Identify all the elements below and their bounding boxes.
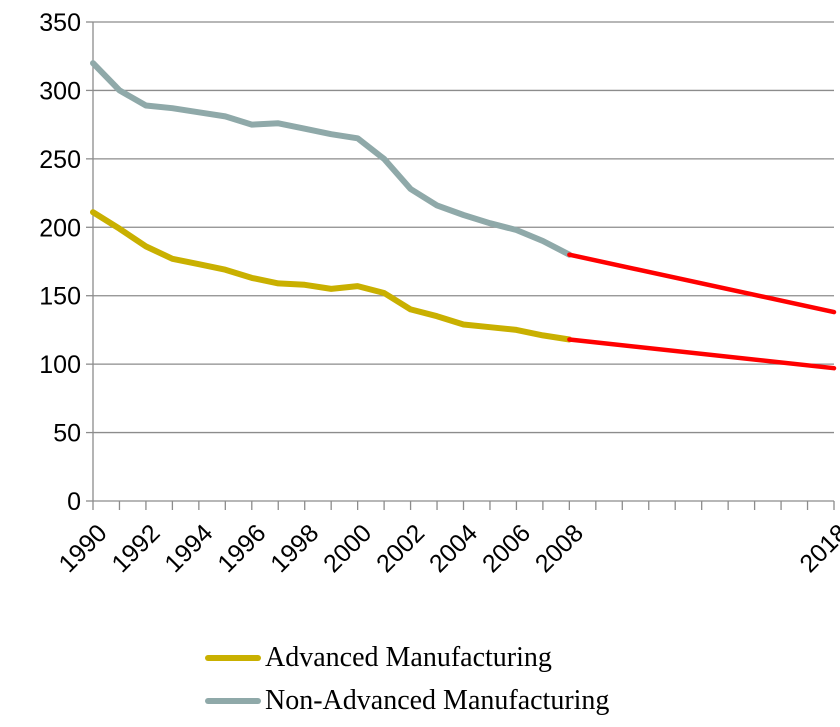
y-tick-label-200: 200 [39,214,81,242]
projection-line-1 [567,337,837,371]
x-tick-label-1996: 1996 [212,519,271,578]
y-tick-label-100: 100 [39,351,81,379]
x-tick-label-2018: 2018 [794,519,840,578]
series-line-advanced-manufacturing [90,209,573,343]
legend-label-advanced-manufacturing: Advanced Manufacturing [265,642,552,673]
x-tick-label-1992: 1992 [106,519,165,578]
legend-swatch-non-advanced-manufacturing [205,698,261,704]
x-tick-labels: 1990199219941996199820002002200420062008… [53,519,840,578]
series-lines [90,60,573,343]
legend-item-non-advanced-manufacturing: Non-Advanced Manufacturing [205,684,609,718]
y-tick-label-250: 250 [39,146,81,174]
gridlines [93,21,834,434]
y-tick-label-50: 50 [53,420,81,448]
y-tick-label-0: 0 [67,488,81,516]
x-tick-label-1998: 1998 [265,519,324,578]
y-tick-label-350: 350 [39,9,81,37]
x-tick-label-1994: 1994 [159,519,218,578]
x-tick-label-2002: 2002 [371,519,430,578]
y-tick-label-150: 150 [39,283,81,311]
projection-lines [567,252,837,371]
legend-item-advanced-manufacturing: Advanced Manufacturing [205,641,552,675]
x-tick-label-1990: 1990 [53,519,112,578]
projection-line-2 [567,252,837,315]
x-tick-label-2008: 2008 [530,519,589,578]
y-tick-labels: 0 50 100 150 200 250 300 350 [39,9,81,516]
y-tick-label-300: 300 [39,77,81,105]
x-tick-label-2000: 2000 [318,519,377,578]
legend-swatch-advanced-manufacturing [205,655,261,661]
series-line-non-advanced-manufacturing [90,60,573,258]
legend-label-non-advanced-manufacturing: Non-Advanced Manufacturing [265,685,610,716]
x-tick-label-2004: 2004 [424,519,483,578]
line-chart: 0 50 100 150 200 250 300 350 199019921994199619… [39,9,840,578]
axes [86,21,835,510]
x-tick-label-2006: 2006 [477,519,536,578]
